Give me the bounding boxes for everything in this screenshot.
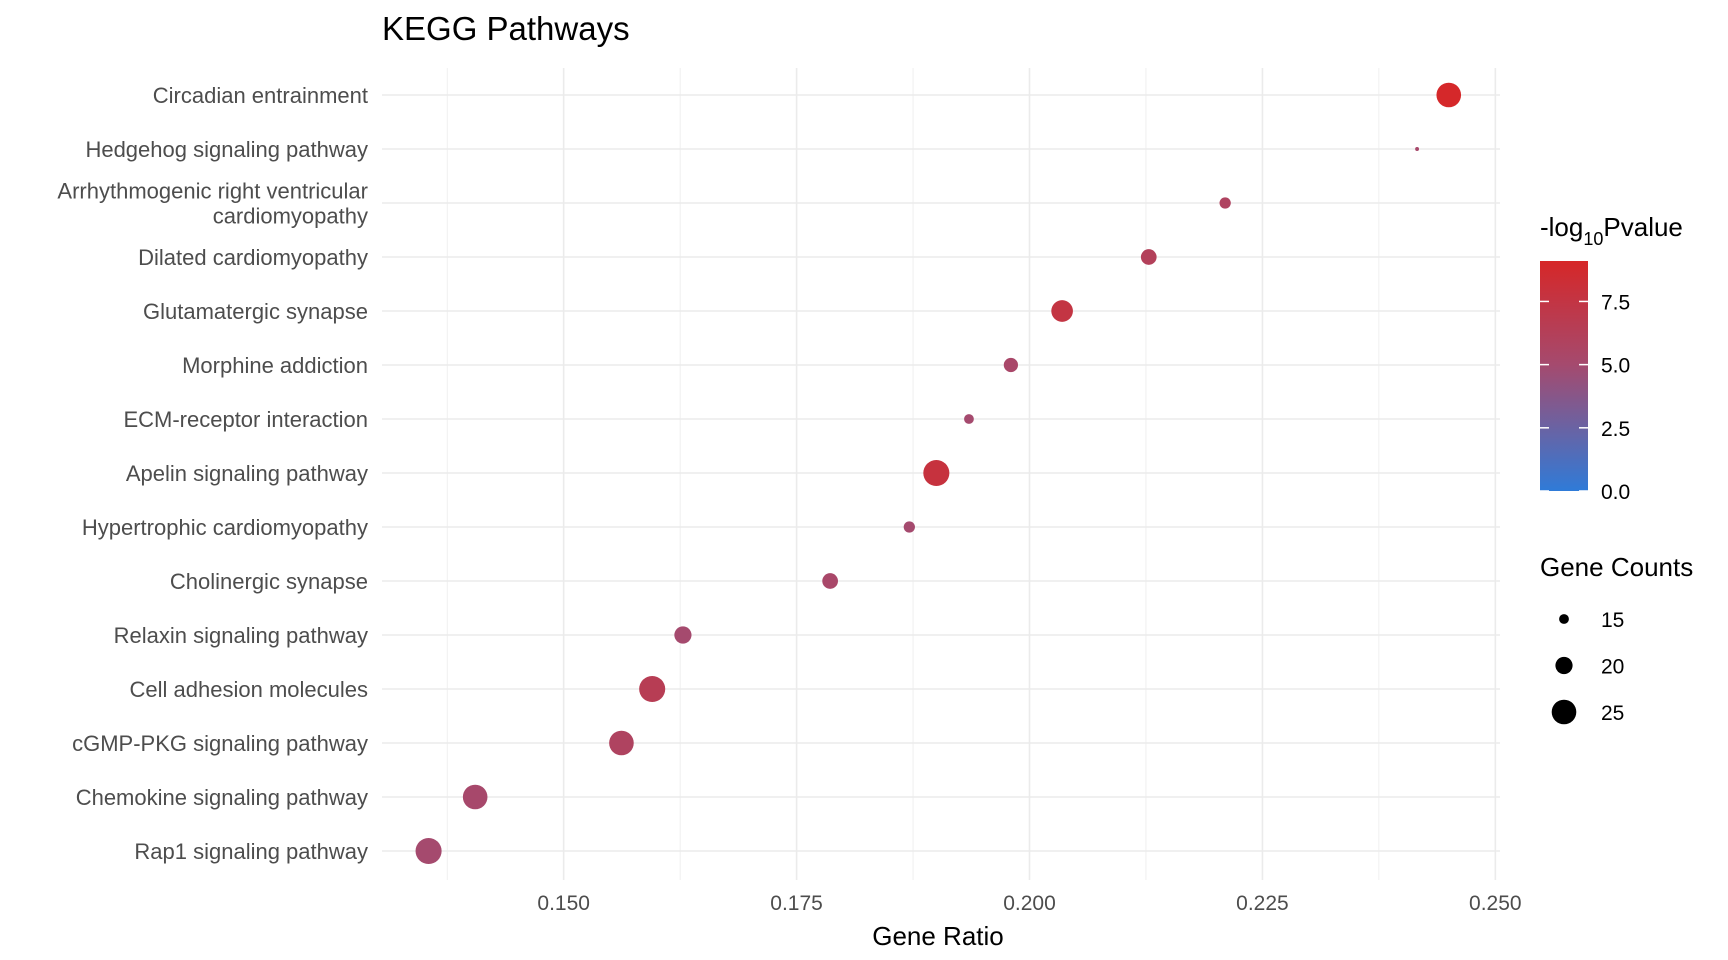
category-label-4: Relaxin signaling pathway <box>114 623 368 648</box>
size-legend-label-1: 20 <box>1601 656 1624 679</box>
color-legend-title-main: -log <box>1540 212 1583 242</box>
category-label-7: Apelin signaling pathway <box>126 461 368 486</box>
category-labels: Rap1 signaling pathway Chemokine signalin… <box>57 83 368 864</box>
data-point-6 <box>903 521 915 533</box>
size-legend-label-2: 25 <box>1601 702 1624 725</box>
data-point-14 <box>1436 82 1462 108</box>
data-point-10 <box>1051 300 1073 322</box>
category-label-13: Hedgehog signaling pathway <box>85 137 368 162</box>
category-label-10: Glutamatergic synapse <box>143 299 368 324</box>
category-label-12: Arrhythmogenic right ventricular cardiomy… <box>57 179 368 229</box>
data-point-9 <box>1003 357 1018 373</box>
category-label-2: cGMP-PKG signaling pathway <box>72 731 368 756</box>
data-point-12 <box>1219 197 1231 209</box>
data-point-5 <box>822 573 838 589</box>
data-point-11 <box>1140 249 1157 265</box>
category-label-6: Hypertrophic cardiomyopathy <box>82 515 368 540</box>
color-legend-bar <box>1540 261 1588 491</box>
data-point-13 <box>1415 147 1420 151</box>
size-legend-label-0: 15 <box>1601 609 1624 632</box>
color-tick-label-1: 2.5 <box>1601 418 1630 441</box>
x-axis-ticks: 0.150 0.175 0.200 0.225 0.250 <box>537 892 1521 915</box>
color-legend-title-sub: 10 <box>1583 229 1603 249</box>
color-tick-label-2: 5.0 <box>1601 355 1630 378</box>
x-tick-label-1: 0.175 <box>770 892 823 915</box>
data-point-1 <box>462 784 488 810</box>
category-label-14: Circadian entrainment <box>153 83 368 108</box>
data-point-0 <box>415 837 442 865</box>
category-label-8: ECM-receptor interaction <box>123 407 368 432</box>
color-legend-title-tail: Pvalue <box>1603 212 1683 242</box>
chart-title: KEGG Pathways <box>382 10 630 47</box>
color-legend-title: -log10Pvalue <box>1540 212 1683 249</box>
data-point-3 <box>639 675 666 703</box>
x-tick-label-4: 0.250 <box>1469 892 1522 915</box>
size-legend-dot-2 <box>1551 699 1577 725</box>
data-point-4 <box>674 626 692 644</box>
data-point-8 <box>964 414 974 424</box>
size-legend-dot-0 <box>1559 614 1569 624</box>
category-label-5: Cholinergic synapse <box>170 569 368 594</box>
category-label-11: Dilated cardiomyopathy <box>138 245 368 270</box>
x-tick-label-3: 0.225 <box>1236 892 1289 915</box>
category-label-1: Chemokine signaling pathway <box>76 785 368 810</box>
category-label-0: Rap1 signaling pathway <box>134 839 368 864</box>
category-label-3: Cell adhesion molecules <box>130 677 368 702</box>
x-tick-label-0: 0.150 <box>537 892 590 915</box>
data-points <box>415 82 1462 865</box>
x-tick-label-2: 0.200 <box>1003 892 1056 915</box>
size-legend-items: 15 20 25 <box>1551 609 1624 725</box>
x-axis-title: Gene Ratio <box>872 921 1004 951</box>
plot-gridlines <box>382 68 1500 880</box>
size-legend-title: Gene Counts <box>1540 552 1693 582</box>
color-tick-label-3: 7.5 <box>1601 291 1630 314</box>
data-point-2 <box>609 730 634 756</box>
category-label-9: Morphine addiction <box>182 353 368 378</box>
color-legend-ticks: 0.0 2.5 5.0 7.5 <box>1540 291 1630 504</box>
data-point-7 <box>923 459 950 487</box>
color-legend: -log10Pvalue 0.0 2.5 5.0 7.5 <box>1540 212 1683 504</box>
size-legend: Gene Counts 15 20 25 <box>1540 552 1693 725</box>
size-legend-dot-1 <box>1555 656 1573 675</box>
color-tick-label-0: 0.0 <box>1601 481 1630 504</box>
